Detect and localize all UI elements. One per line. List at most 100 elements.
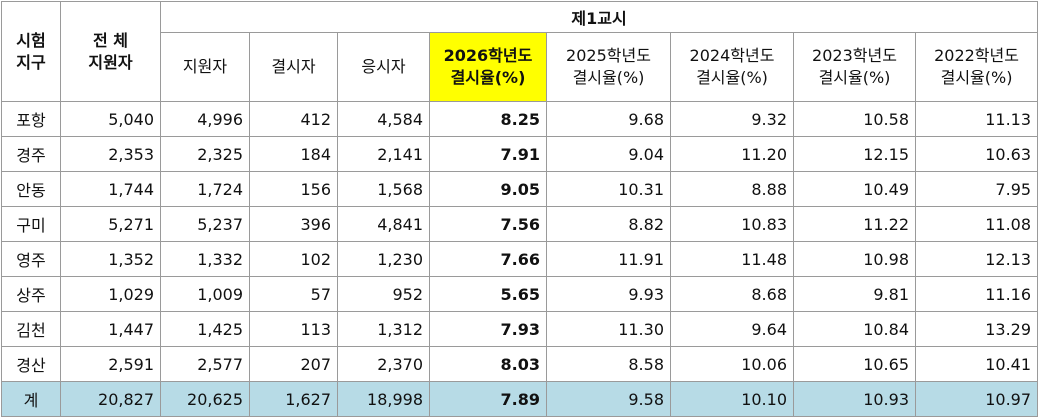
region-cell: 상주 — [1, 276, 61, 312]
value-cell: 57 — [249, 276, 338, 312]
value-cell: 1,425 — [160, 311, 250, 347]
value-cell: 9.68 — [546, 101, 671, 137]
sub-header-row: 지원자 결시자 응시자 2026학년도 결시율(%) 2025학년도 결시율(%) 2024학… — [2, 32, 1039, 102]
region-cell: 포항 — [1, 101, 61, 137]
region-cell: 계 — [1, 381, 61, 417]
value-cell: 10.83 — [670, 206, 794, 242]
header-region: 시험 지구 — [1, 1, 61, 102]
value-cell: 184 — [249, 136, 338, 172]
value-cell: 1,568 — [337, 171, 430, 207]
region-cell: 경산 — [1, 346, 61, 382]
table-row: 포항 5,040 4,996 412 4,584 8.25 9.68 9.32 10.58 11.… — [1, 101, 1039, 137]
header-period: 제1교시 — [159, 1, 1039, 33]
value-cell: 1,352 — [60, 241, 161, 277]
value-cell: 8.88 — [670, 171, 794, 207]
value-cell: 7.56 — [429, 206, 547, 242]
value-cell: 952 — [337, 276, 430, 312]
table-row: 경산 2,591 2,577 207 2,370 8.03 8.58 10.06 10.65 10… — [1, 346, 1039, 382]
value-cell: 11.08 — [914, 206, 1039, 242]
value-cell: 9.04 — [546, 136, 671, 172]
value-cell: 11.16 — [914, 276, 1039, 312]
region-cell: 영주 — [1, 241, 61, 277]
value-cell: 13.29 — [914, 311, 1039, 347]
value-cell: 10.49 — [793, 171, 916, 207]
value-cell: 207 — [249, 346, 338, 382]
value-cell: 20,827 — [60, 381, 161, 417]
value-cell: 11.22 — [793, 206, 916, 242]
value-cell: 156 — [249, 171, 338, 207]
value-cell: 1,744 — [60, 171, 161, 207]
value-cell: 10.58 — [793, 101, 916, 137]
value-cell: 10.41 — [914, 346, 1039, 382]
sub-header-cell: 2025학년도 결시율(%) — [546, 32, 671, 102]
value-cell: 9.81 — [793, 276, 916, 312]
value-cell: 412 — [249, 101, 338, 137]
region-cell: 구미 — [1, 206, 61, 242]
value-cell: 8.25 — [429, 101, 547, 137]
value-cell: 1,332 — [160, 241, 250, 277]
value-cell: 11.48 — [670, 241, 794, 277]
value-cell: 10.31 — [546, 171, 671, 207]
value-cell: 8.68 — [670, 276, 794, 312]
value-cell: 10.98 — [793, 241, 916, 277]
value-cell: 2,353 — [60, 136, 161, 172]
value-cell: 1,627 — [249, 381, 338, 417]
value-cell: 2,325 — [160, 136, 250, 172]
value-cell: 10.84 — [793, 311, 916, 347]
value-cell: 5,237 — [160, 206, 250, 242]
value-cell: 8.03 — [429, 346, 547, 382]
table-row: 김천 1,447 1,425 113 1,312 7.93 11.30 9.64 10.84 13… — [1, 311, 1039, 347]
value-cell: 396 — [249, 206, 338, 242]
value-cell: 7.95 — [914, 171, 1039, 207]
value-cell: 1,029 — [60, 276, 161, 312]
value-cell: 8.82 — [546, 206, 671, 242]
value-cell: 1,009 — [160, 276, 250, 312]
value-cell: 4,841 — [337, 206, 430, 242]
table-row: 영주 1,352 1,332 102 1,230 7.66 11.91 11.48 10.98 1… — [1, 241, 1039, 277]
region-cell: 경주 — [1, 136, 61, 172]
value-cell: 10.10 — [670, 381, 794, 417]
value-cell: 4,996 — [160, 101, 250, 137]
value-cell: 7.93 — [429, 311, 547, 347]
value-cell: 5.65 — [429, 276, 547, 312]
value-cell: 11.20 — [670, 136, 794, 172]
table-row: 안동 1,744 1,724 156 1,568 9.05 10.31 8.88 10.49 7.… — [1, 171, 1039, 207]
value-cell: 9.93 — [546, 276, 671, 312]
value-cell: 9.58 — [546, 381, 671, 417]
table-row: 상주 1,029 1,009 57 952 5.65 9.93 8.68 9.81 11.16 — [1, 276, 1039, 312]
sub-header-cell: 지원자 — [160, 32, 250, 102]
region-cell: 안동 — [1, 171, 61, 207]
value-cell: 1,447 — [60, 311, 161, 347]
value-cell: 10.93 — [793, 381, 916, 417]
value-cell: 12.15 — [793, 136, 916, 172]
value-cell: 9.64 — [670, 311, 794, 347]
header-total-applicants: 전 체 지원자 — [60, 1, 161, 102]
value-cell: 10.97 — [914, 381, 1039, 417]
sub-header-cell: 2022학년도 결시율(%) — [914, 32, 1039, 102]
value-cell: 10.65 — [793, 346, 916, 382]
value-cell: 7.89 — [429, 381, 547, 417]
value-cell: 5,040 — [60, 101, 161, 137]
value-cell: 7.66 — [429, 241, 547, 277]
table-header: 시험 지구 전 체 지원자 제1교시 지원자 결시자 응시자 2026학년도 결시율(%) 2… — [1, 1, 1039, 102]
value-cell: 10.06 — [670, 346, 794, 382]
sub-header-cell: 2024학년도 결시율(%) — [670, 32, 794, 102]
value-cell: 4,584 — [337, 101, 430, 137]
table-row: 경주 2,353 2,325 184 2,141 7.91 9.04 11.20 12.15 10… — [1, 136, 1039, 172]
value-cell: 9.05 — [429, 171, 547, 207]
table-row: 구미 5,271 5,237 396 4,841 7.56 8.82 10.83 11.22 11… — [1, 206, 1039, 242]
value-cell: 7.91 — [429, 136, 547, 172]
value-cell: 12.13 — [914, 241, 1039, 277]
value-cell: 9.32 — [670, 101, 794, 137]
value-cell: 18,998 — [337, 381, 430, 417]
sub-header-cell: 2023학년도 결시율(%) — [793, 32, 916, 102]
value-cell: 2,577 — [160, 346, 250, 382]
value-cell: 11.91 — [546, 241, 671, 277]
sub-header-cell: 결시자 — [249, 32, 338, 102]
value-cell: 8.58 — [546, 346, 671, 382]
value-cell: 1,230 — [337, 241, 430, 277]
value-cell: 113 — [249, 311, 338, 347]
sub-header-cell: 2026학년도 결시율(%) — [429, 32, 547, 102]
value-cell: 5,271 — [60, 206, 161, 242]
